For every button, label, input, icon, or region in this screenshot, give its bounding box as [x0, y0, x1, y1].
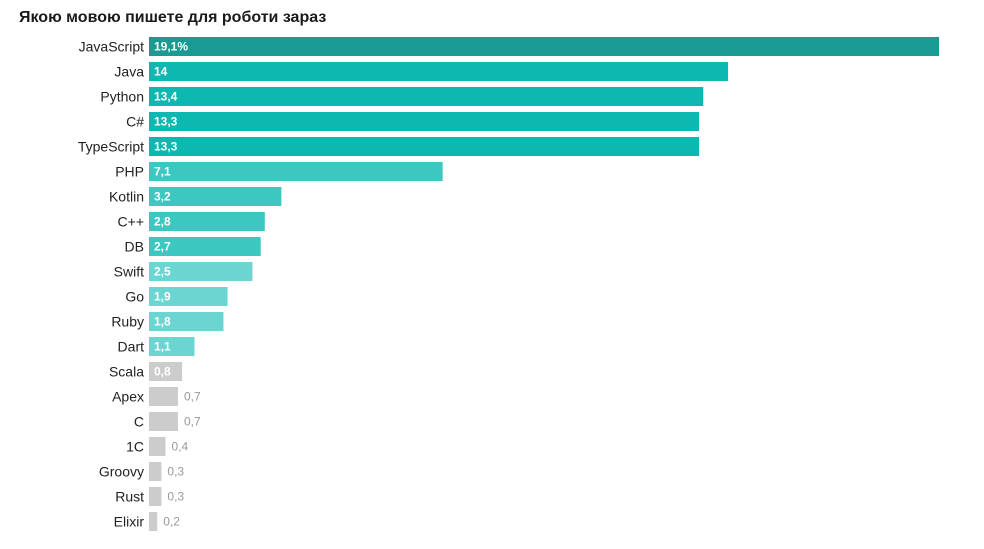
value-label-go: 1,9 [154, 290, 171, 304]
bar-elixir [149, 512, 158, 531]
value-label-elixir: 0,2 [163, 515, 180, 529]
bar-1c [149, 437, 166, 456]
value-label-python: 13,4 [154, 90, 178, 104]
value-label-apex: 0,7 [184, 390, 201, 404]
bar-csharp [149, 112, 700, 131]
category-label-cplusplus: C++ [118, 214, 144, 230]
bar-java [149, 62, 729, 81]
value-label-c: 0,7 [184, 415, 201, 429]
value-label-groovy: 0,3 [167, 465, 184, 479]
value-label-rust: 0,3 [167, 490, 184, 504]
value-label-csharp: 13,3 [154, 115, 178, 129]
bar-dart [149, 337, 195, 356]
value-label-dart: 1,1 [154, 340, 171, 354]
value-label-scala: 0,8 [154, 365, 171, 379]
value-label-cplusplus: 2,8 [154, 215, 171, 229]
value-label-typescript: 13,3 [154, 140, 178, 154]
bar-scala [149, 362, 183, 381]
bar-typescript [149, 137, 700, 156]
category-label-1c: 1C [126, 439, 144, 455]
category-label-javascript: JavaScript [79, 39, 144, 55]
category-label-kotlin: Kotlin [109, 189, 144, 205]
bar-apex [149, 387, 178, 406]
category-label-dart: Dart [118, 339, 145, 355]
bar-go [149, 287, 228, 306]
value-label-javascript: 19,1% [154, 40, 188, 54]
category-label-db: DB [125, 239, 144, 255]
value-label-db: 2,7 [154, 240, 171, 254]
value-label-kotlin: 3,2 [154, 190, 171, 204]
bar-c [149, 412, 178, 431]
bar-groovy [149, 462, 162, 481]
category-label-rust: Rust [115, 489, 144, 505]
chart-title: Якою мовою пишете для роботи зараз [19, 9, 327, 26]
bar-kotlin [149, 187, 282, 206]
category-label-typescript: TypeScript [78, 139, 144, 155]
value-label-1c: 0,4 [172, 440, 189, 454]
value-label-php: 7,1 [154, 165, 171, 179]
bar-rust [149, 487, 162, 506]
value-label-ruby: 1,8 [154, 315, 171, 329]
bar-javascript [149, 37, 939, 56]
bar-php [149, 162, 443, 181]
value-label-java: 14 [154, 65, 168, 79]
bar-db [149, 237, 261, 256]
category-label-csharp: C# [126, 114, 144, 130]
value-label-swift: 2,5 [154, 265, 171, 279]
bar-cplusplus [149, 212, 265, 231]
bar-swift [149, 262, 253, 281]
category-label-apex: Apex [112, 389, 144, 405]
category-label-c: C [134, 414, 144, 430]
category-label-java: Java [114, 64, 144, 80]
category-label-php: PHP [115, 164, 144, 180]
category-label-go: Go [125, 289, 144, 305]
bar-python [149, 87, 704, 106]
category-label-scala: Scala [109, 364, 144, 380]
category-label-swift: Swift [114, 264, 144, 280]
category-label-python: Python [100, 89, 144, 105]
category-label-groovy: Groovy [99, 464, 144, 480]
category-label-elixir: Elixir [114, 514, 145, 530]
category-label-ruby: Ruby [111, 314, 144, 330]
bar-ruby [149, 312, 224, 331]
